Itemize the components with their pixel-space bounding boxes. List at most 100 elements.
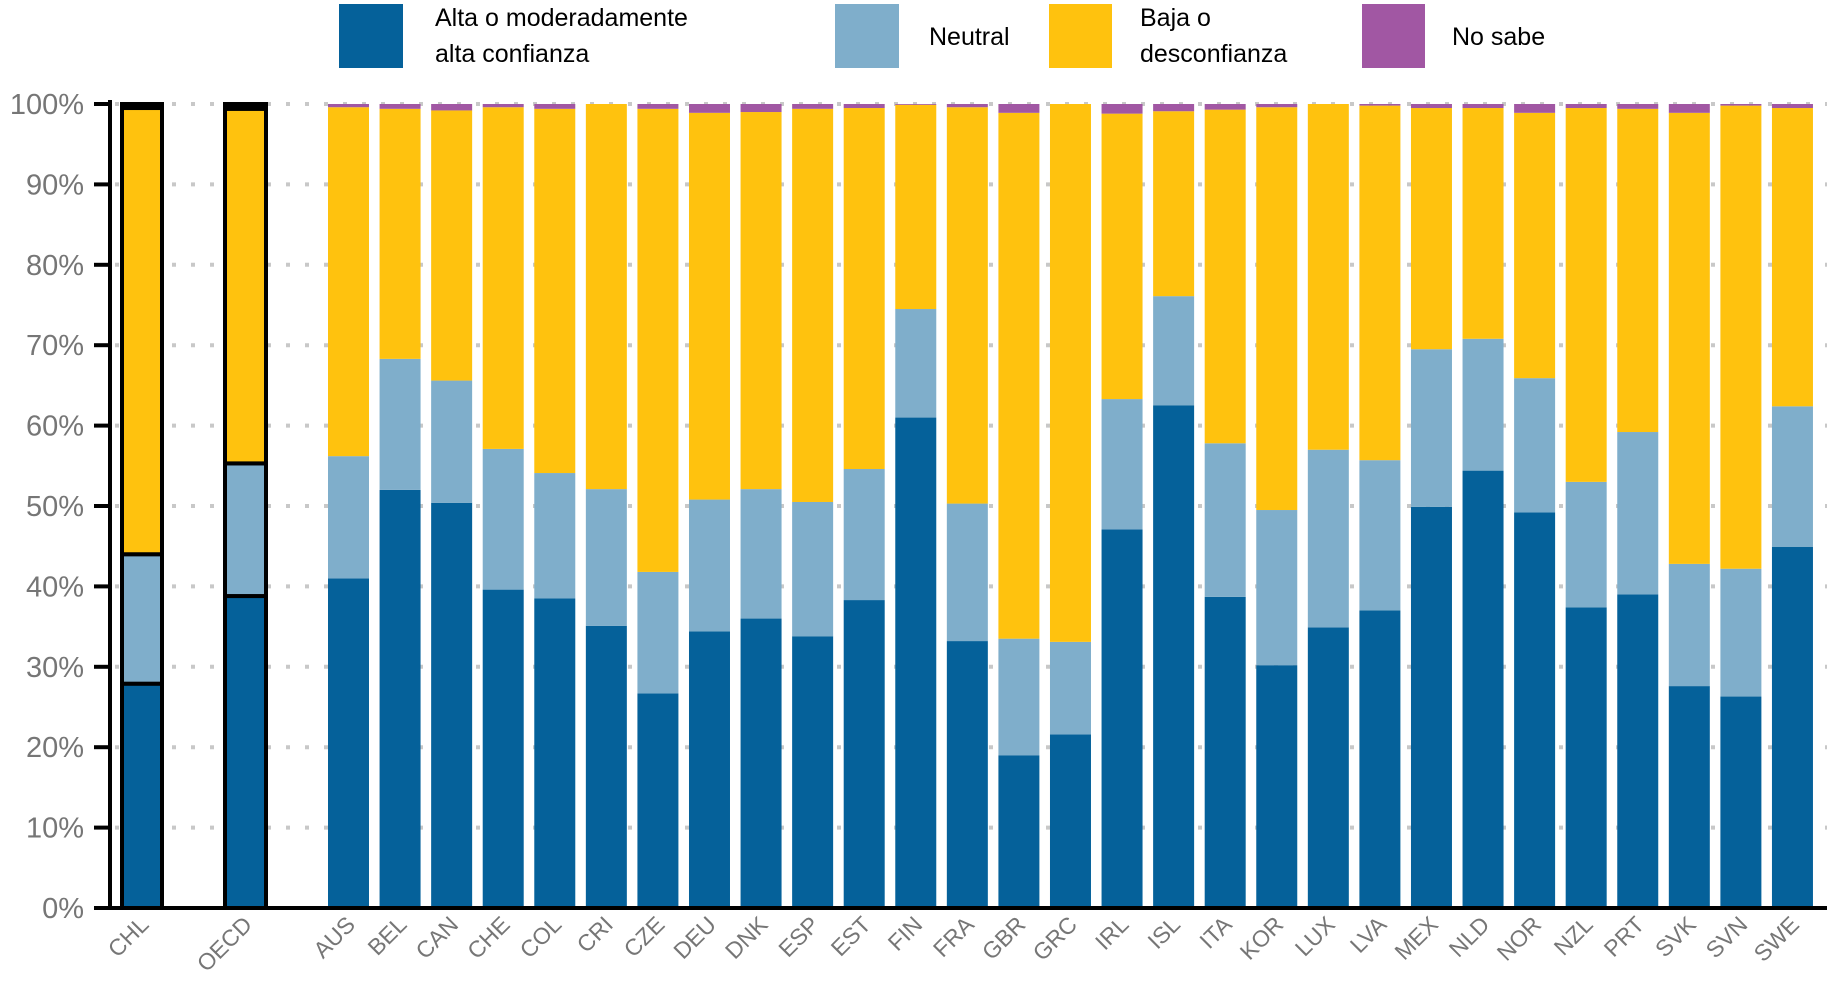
x-tick-label: NZL (1549, 911, 1598, 960)
bar-segment-isl-baja-o-desconfianza (1153, 111, 1195, 297)
bar-segment-fin-no-sabe (895, 104, 937, 105)
bar-group-lva (1359, 104, 1401, 908)
x-tick-label: OECD (192, 911, 257, 976)
x-tick-label: ESP (773, 911, 824, 962)
bar-group-fin (895, 104, 937, 908)
bar-segment-che-no-sabe (482, 104, 524, 108)
bar-group-nld (1462, 104, 1504, 908)
bar-segment-nld-no-sabe (1462, 104, 1504, 109)
bar-group-chl (120, 102, 164, 911)
legend: Alta o moderadamente alta confianza Neutra… (339, 4, 1545, 68)
bar-segment-lva-baja-o-desconfianza (1359, 105, 1401, 461)
bar-group-dnk (740, 104, 782, 908)
bar-segment-lva-no-sabe (1359, 104, 1401, 106)
x-tick-label: BEL (362, 911, 411, 960)
bar-group-bel (379, 104, 421, 908)
bar-segment-nzl-alta-o-moderadamente-alta-confianza (1565, 607, 1607, 908)
bar-group-oecd (223, 102, 268, 910)
bar-segment-prt-baja-o-desconfianza (1617, 108, 1659, 433)
y-axis-ticks: 0% 10% 20% 30% 40% 50% 60% 70% 80% 90% 100% (10, 89, 110, 925)
bar-group-can (431, 104, 473, 908)
bar-segment-mex-neutral (1410, 349, 1452, 507)
x-tick-label: ITA (1194, 911, 1237, 954)
legend-label: No sabe (1452, 23, 1545, 51)
bar-segment-grc-baja-o-desconfianza (1049, 104, 1091, 642)
x-tick-label: CZE (619, 911, 670, 962)
legend-swatch-neutral (835, 4, 899, 68)
bar-segment-can-alta-o-moderadamente-alta-confianza (431, 502, 473, 908)
bar-segment-col-baja-o-desconfianza (534, 108, 576, 474)
bar-segment-swe-no-sabe (1771, 104, 1813, 109)
bar-top-cap-oecd (223, 102, 268, 108)
bar-segment-nzl-no-sabe (1565, 104, 1607, 109)
bar-segment-grc-neutral (1049, 641, 1091, 735)
bar-segment-oecd-baja-o-desconfianza (223, 106, 268, 466)
x-tick-label: IRL (1090, 911, 1134, 955)
bar-segment-lva-alta-o-moderadamente-alta-confianza (1359, 610, 1401, 908)
bar-segment-irl-no-sabe (1101, 104, 1143, 114)
legend-label-line: desconfianza (1140, 40, 1287, 68)
bar-group-svk (1668, 104, 1710, 908)
bar-segment-cri-neutral (585, 489, 627, 626)
bar-segment-svn-no-sabe (1720, 104, 1762, 106)
bar-segment-fra-no-sabe (946, 104, 988, 108)
y-tick-label: 30% (26, 652, 84, 684)
x-tick-label: CAN (410, 911, 463, 964)
bar-segment-nld-neutral (1462, 338, 1504, 471)
legend-label-line: Baja o (1140, 4, 1211, 32)
bar-segment-deu-baja-o-desconfianza (688, 112, 730, 500)
bar-segment-gbr-alta-o-moderadamente-alta-confianza (998, 755, 1040, 908)
bar-segment-nzl-baja-o-desconfianza (1565, 108, 1607, 482)
x-tick-label: NOR (1492, 911, 1547, 966)
legend-swatch-alta-o-moderadamente-alta-confianza (339, 4, 403, 68)
bar-segment-isl-alta-o-moderadamente-alta-confianza (1153, 405, 1195, 908)
bar-segment-bel-alta-o-moderadamente-alta-confianza (379, 489, 421, 908)
bar-group-mex (1410, 104, 1452, 908)
x-tick-label: MEX (1389, 911, 1443, 965)
legend-item-no-sabe: No sabe (1362, 4, 1545, 68)
bar-group-ita (1204, 104, 1246, 908)
bar-segment-chl-alta-o-moderadamente-alta-confianza (120, 681, 164, 911)
x-tick-label: LUX (1290, 911, 1340, 961)
bar-segment-can-baja-o-desconfianza (431, 110, 473, 381)
bar-segment-bel-no-sabe (379, 104, 421, 109)
bar-segment-aus-neutral (328, 456, 369, 579)
bar-segment-irl-neutral (1101, 399, 1143, 530)
legend-label: Neutral (929, 23, 1010, 51)
bar-segment-col-no-sabe (534, 104, 576, 109)
bar-segment-aus-alta-o-moderadamente-alta-confianza (328, 578, 369, 908)
bar-segment-aus-baja-o-desconfianza (328, 107, 369, 457)
bar-segment-irl-baja-o-desconfianza (1101, 113, 1143, 400)
bar-group-est (843, 104, 885, 908)
bar-segment-deu-alta-o-moderadamente-alta-confianza (688, 631, 730, 908)
bar-segment-oecd-neutral (223, 461, 268, 599)
bar-group-kor (1256, 104, 1298, 908)
bars (120, 102, 1813, 911)
bar-group-prt (1617, 104, 1659, 908)
bar-group-grc (1049, 104, 1091, 908)
bar-segment-gbr-neutral (998, 638, 1040, 756)
y-tick-label: 50% (26, 491, 84, 523)
bar-segment-prt-no-sabe (1617, 104, 1659, 109)
bar-segment-dnk-baja-o-desconfianza (740, 112, 782, 490)
legend-swatch-no-sabe (1362, 4, 1425, 68)
bar-segment-svk-baja-o-desconfianza (1668, 112, 1710, 564)
bar-segment-aus-no-sabe (328, 104, 369, 108)
x-tick-label: DEU (668, 911, 721, 964)
bar-segment-nzl-neutral (1565, 481, 1607, 608)
bar-segment-svk-no-sabe (1668, 104, 1710, 113)
bar-segment-lva-neutral (1359, 460, 1401, 611)
bar-group-deu (688, 104, 730, 908)
bar-segment-ita-alta-o-moderadamente-alta-confianza (1204, 596, 1246, 908)
bar-segment-nor-baja-o-desconfianza (1514, 112, 1556, 379)
bar-segment-ita-neutral (1204, 443, 1246, 597)
bar-segment-irl-alta-o-moderadamente-alta-confianza (1101, 529, 1143, 908)
bar-group-nor (1514, 104, 1556, 908)
bar-segment-nld-baja-o-desconfianza (1462, 108, 1504, 339)
bar-group-svn (1720, 104, 1762, 908)
bar-group-esp (792, 104, 834, 908)
bar-segment-fin-alta-o-moderadamente-alta-confianza (895, 417, 937, 908)
bar-segment-che-alta-o-moderadamente-alta-confianza (482, 589, 524, 908)
